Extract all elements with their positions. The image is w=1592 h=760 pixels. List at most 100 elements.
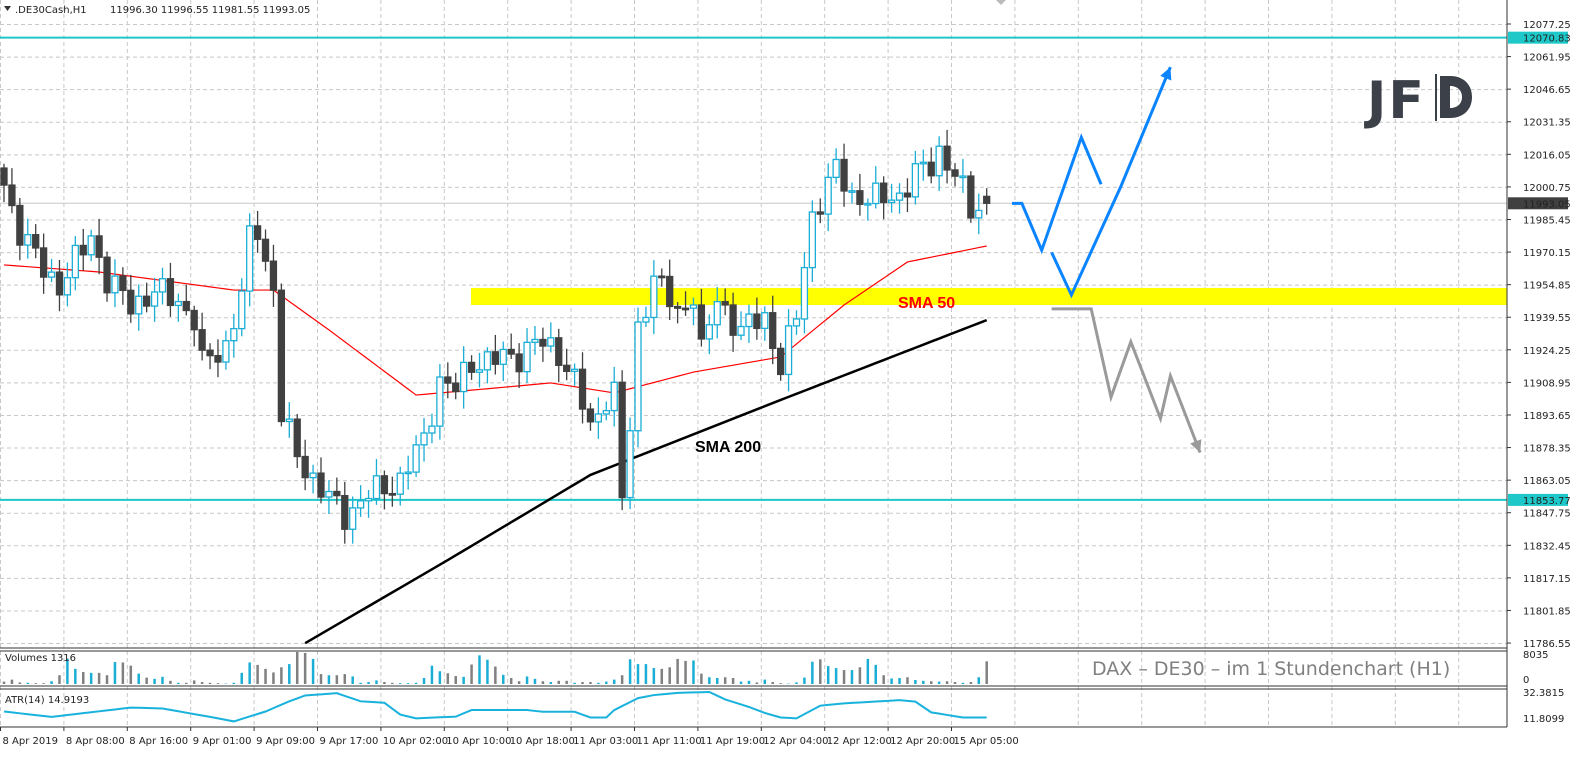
price-axis[interactable]: 12077.25 12061.95 12046.65 12031.35 12016.05… xyxy=(1507,20,1571,650)
candle-body xyxy=(444,376,452,384)
candle xyxy=(166,262,175,317)
triangle-down-icon[interactable] xyxy=(4,6,11,11)
candle xyxy=(341,481,349,544)
candle-body xyxy=(745,313,753,328)
price-tick-label: 11893.65 xyxy=(1523,411,1571,422)
candle-body xyxy=(919,161,927,165)
price-label-support: 11853.77 xyxy=(1508,493,1571,507)
candle xyxy=(634,307,642,448)
time-tick-label: 8 Apr 2019 xyxy=(3,736,58,747)
candle-body xyxy=(808,211,816,269)
candle xyxy=(333,477,341,505)
candle-body xyxy=(610,381,618,412)
candle xyxy=(499,341,507,381)
candle-body xyxy=(721,300,729,306)
grid xyxy=(0,0,1507,727)
candle xyxy=(452,372,460,400)
candle-body xyxy=(594,413,603,423)
candle-body xyxy=(777,347,785,376)
time-axis[interactable]: 8 Apr 2019 8 Apr 08:00 8 Apr 16:00 9 Apr 01… xyxy=(0,727,1019,747)
candle xyxy=(586,403,595,431)
price-tick-label: 11954.85 xyxy=(1523,281,1571,292)
candle-body xyxy=(127,289,135,315)
candle-body xyxy=(959,175,967,179)
time-tick-label: 9 Apr 01:00 xyxy=(193,736,252,747)
candle xyxy=(39,233,48,294)
candle xyxy=(610,366,618,427)
price-tick-label: 11878.35 xyxy=(1523,444,1571,455)
candle-body xyxy=(887,199,896,204)
candle-body xyxy=(983,195,991,204)
candle xyxy=(563,348,571,381)
volume-max-label: 8035 xyxy=(1523,650,1548,661)
candle xyxy=(230,313,238,358)
candle-body xyxy=(784,325,793,376)
jfd-logo: JF xyxy=(1364,71,1472,131)
candle xyxy=(721,288,729,316)
candle-body xyxy=(864,202,872,206)
candles xyxy=(0,129,991,544)
candle xyxy=(428,413,436,444)
candle xyxy=(364,490,373,518)
candle xyxy=(174,293,183,322)
price-tick-label: 11970.15 xyxy=(1523,248,1571,259)
candle-body xyxy=(705,324,713,340)
candle xyxy=(919,149,927,181)
candle-body xyxy=(388,492,396,496)
candle xyxy=(689,297,698,326)
sma50-annotation: SMA 50 xyxy=(898,295,955,312)
candle-body xyxy=(903,192,912,198)
candle xyxy=(32,224,40,259)
atr-min-label: 11.8099 xyxy=(1523,714,1564,725)
price-tick-label: 12061.95 xyxy=(1523,53,1571,64)
candle xyxy=(951,163,959,187)
candle xyxy=(903,178,912,213)
candle xyxy=(8,168,16,214)
candle-body xyxy=(206,349,214,357)
candle-body xyxy=(475,369,484,373)
candle xyxy=(618,370,626,511)
candle-body xyxy=(602,409,610,415)
candle xyxy=(356,485,365,517)
candle-body xyxy=(856,190,864,205)
price-tick-label: 12046.65 xyxy=(1523,85,1571,96)
candle-body xyxy=(317,472,325,498)
price-tick-label: 11863.05 xyxy=(1523,476,1571,487)
candle xyxy=(800,252,809,334)
candle xyxy=(705,314,713,355)
candle-body xyxy=(491,351,500,365)
candle xyxy=(24,218,32,259)
candle-body xyxy=(943,145,951,171)
price-label-current: 11993.05 xyxy=(1508,197,1571,210)
candle xyxy=(246,213,254,307)
price-label-resistance: 12070.83 xyxy=(1508,31,1571,45)
candle xyxy=(895,183,904,214)
candle-body xyxy=(880,182,888,204)
candle-body xyxy=(341,494,349,530)
candle xyxy=(594,397,603,439)
candle-body xyxy=(380,475,389,495)
price-tick-label: 12077.25 xyxy=(1523,20,1571,31)
candle-body xyxy=(293,418,301,458)
scroll-marker-icon[interactable] xyxy=(996,0,1006,5)
candle xyxy=(753,297,761,340)
candle-body xyxy=(967,175,975,219)
candle-body xyxy=(364,497,373,502)
candle-body xyxy=(238,290,246,330)
candle xyxy=(95,218,103,275)
candle xyxy=(880,176,888,220)
scenario-arrows[interactable] xyxy=(1012,66,1202,454)
chart-caption: DAX – DE30 – im 1 Stundenchart (H1) xyxy=(1092,658,1450,680)
candle-body xyxy=(269,260,278,291)
price-tick-label: 11832.45 xyxy=(1523,541,1571,552)
candle xyxy=(935,136,943,191)
candle xyxy=(523,328,531,384)
arrowhead-icon xyxy=(1190,439,1202,453)
candle xyxy=(269,244,278,307)
candle-body xyxy=(198,329,206,351)
candle xyxy=(769,295,777,365)
candle-body xyxy=(79,244,87,256)
candle xyxy=(349,496,357,544)
price-tick-label: 11801.85 xyxy=(1523,606,1571,617)
